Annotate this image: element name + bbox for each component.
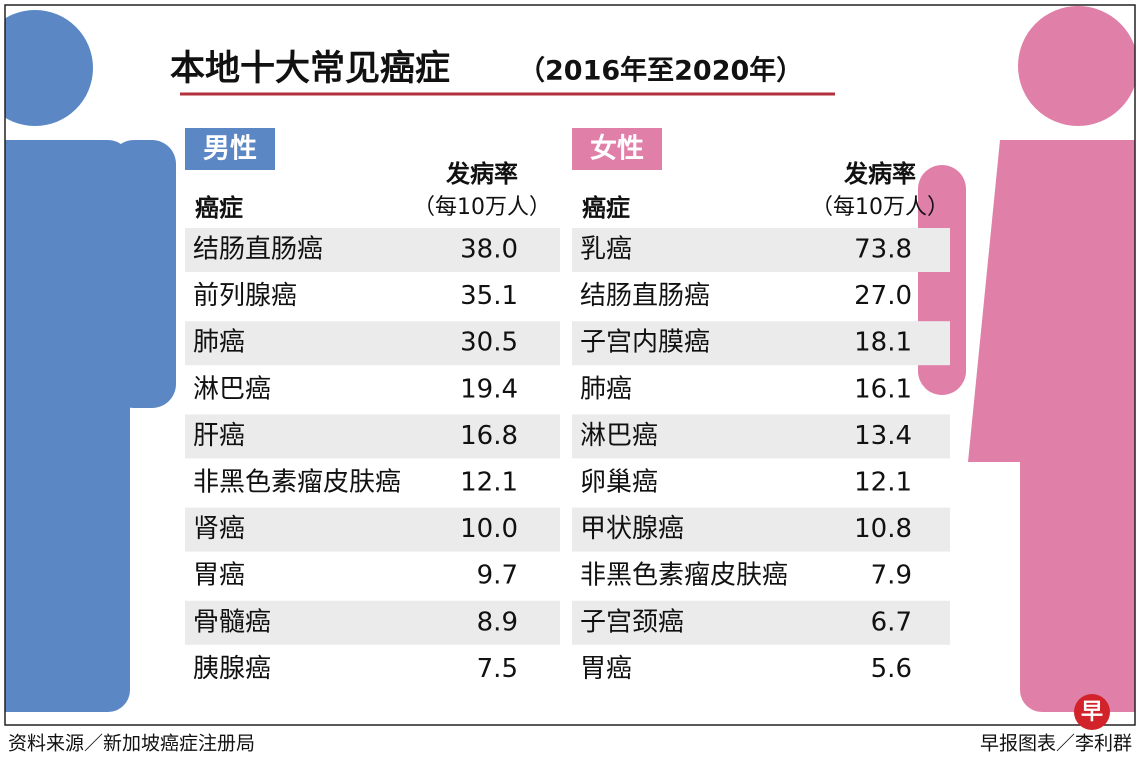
cancer-name: 子宫内膜癌 [580,328,710,358]
table-label: 男性 [203,134,257,165]
incidence: 38.0 [460,235,518,265]
cancer-name: 乳癌 [580,235,632,265]
column-header: 癌症 [195,194,243,222]
table-label: 女性 [590,133,644,165]
incidence: 10.8 [854,514,912,544]
table-label-box [572,128,662,170]
incidence: 35.1 [460,281,518,311]
source: 资料来源／新加坡癌症注册局 [8,733,255,755]
row-band [572,228,950,272]
cancer-name: 胰腺癌 [193,654,271,684]
column-header: 发病率 [445,160,518,188]
incidence: 7.5 [477,654,518,684]
frame [4,4,1136,726]
title: 本地十大常见癌症 [170,49,450,89]
column-header: 发病率 [843,160,916,188]
incidence: 73.8 [854,235,912,265]
incidence: 27.0 [854,281,912,311]
cancer-name: 结肠直肠癌 [193,235,323,265]
column-header-unit: （每10万人） [811,195,949,220]
figures [5,6,1135,712]
row-band [185,507,560,552]
incidence: 13.4 [854,421,912,451]
cancer-name: 前列腺癌 [193,281,297,311]
cancer-name: 淋巴癌 [193,374,271,404]
incidence: 30.5 [460,328,518,358]
incidence: 16.1 [854,374,912,404]
cancer-name: 结肠直肠癌 [580,281,710,311]
cancer-name: 肺癌 [580,374,632,404]
incidence: 6.7 [871,607,912,637]
table-label-box [185,128,275,170]
cancer-name: 胃癌 [193,561,245,591]
column-header: 癌症 [582,194,630,222]
cancer-name: 子宫颈癌 [580,607,684,637]
incidence: 12.1 [460,468,518,498]
column-header-unit: （每10万人） [413,195,551,220]
female-figure [918,6,1135,712]
incidence: 8.9 [477,607,518,637]
cancer-name: 胃癌 [580,654,632,684]
row-band [185,600,560,645]
logo-badge [1074,694,1110,730]
logo: 早 [1081,700,1103,725]
row-band [185,228,560,272]
row-band [572,507,950,552]
cancer-name: 肺癌 [193,328,245,358]
row-band [572,600,950,645]
incidence: 18.1 [854,328,912,358]
row-band [572,414,950,459]
incidence: 12.1 [854,468,912,498]
incidence: 16.8 [460,421,518,451]
male-figure [5,10,176,712]
incidence: 9.7 [477,561,518,591]
incidence: 19.4 [460,374,518,404]
credit: 早报图表／李利群 [980,733,1132,755]
cancer-name: 淋巴癌 [580,421,658,451]
cancer-name: 非黑色素瘤皮肤癌 [193,468,401,498]
row-band [572,321,950,366]
cancer-name: 骨髓癌 [193,607,271,637]
cancer-name: 卵巢癌 [580,468,658,498]
cancer-name: 肝癌 [193,421,245,451]
subtitle: （2016年至2020年） [518,55,803,87]
incidence: 7.9 [871,561,912,591]
row-band [185,414,560,459]
cancer-name: 非黑色素瘤皮肤癌 [580,561,788,591]
incidence: 5.6 [871,654,912,684]
cancer-name: 甲状腺癌 [580,514,684,544]
row-band [185,321,560,366]
cancer-name: 肾癌 [193,514,245,544]
incidence: 10.0 [460,514,518,544]
